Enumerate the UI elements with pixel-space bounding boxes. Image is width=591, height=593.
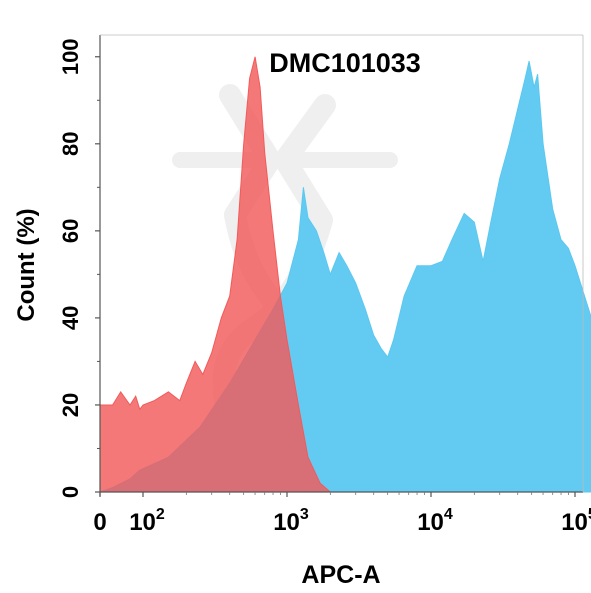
y-tick-label: 20 [58,393,83,417]
y-tick-label: 40 [58,306,83,330]
x-tick-label: 103 [273,506,309,536]
chart-title: DMC101033 [269,48,421,78]
x-tick-label: 105 [561,506,591,536]
y-tick-label: 80 [58,132,83,156]
y-tick-label: 0 [58,486,83,498]
y-axis-label: Count (%) [13,208,40,321]
histogram-series-2 [99,56,332,493]
x-axis-label: APC-A [301,561,380,589]
x-tick-label: 0 [93,509,106,536]
x-tick-label: 104 [417,506,453,536]
y-tick-label: 60 [58,219,83,243]
y-tick-label: 100 [58,38,83,75]
x-tick-label: 102 [129,506,165,536]
